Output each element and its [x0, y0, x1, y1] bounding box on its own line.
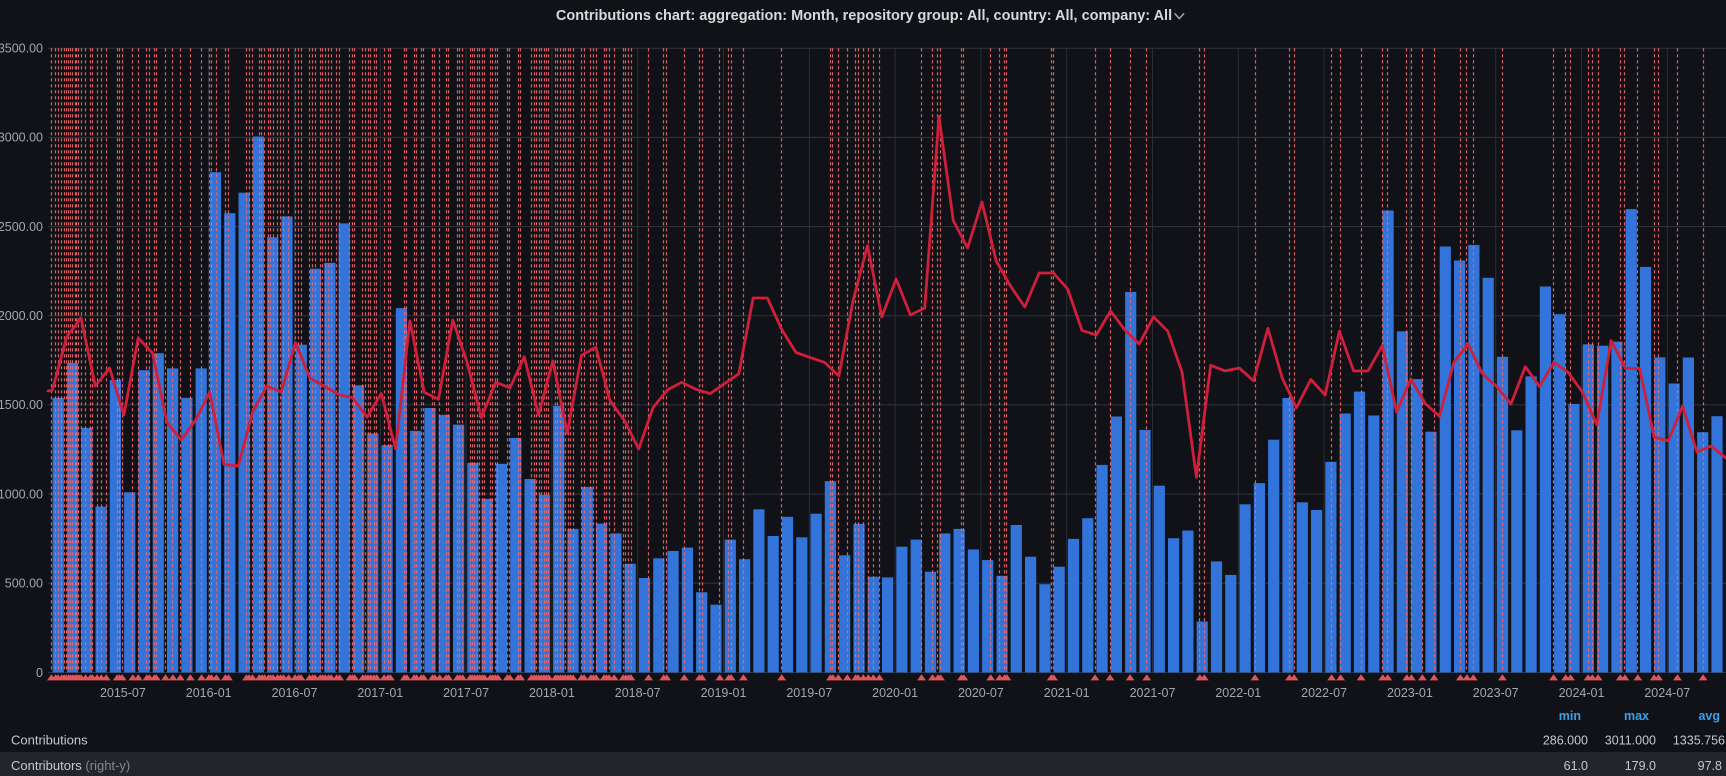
- svg-text:1000.00: 1000.00: [0, 487, 43, 501]
- svg-text:2023-01: 2023-01: [1387, 686, 1433, 700]
- svg-text:2018-07: 2018-07: [615, 686, 661, 700]
- svg-text:max: max: [1624, 709, 1649, 723]
- svg-text:1335.756: 1335.756: [1673, 734, 1725, 748]
- svg-text:2020-07: 2020-07: [958, 686, 1004, 700]
- svg-text:2018-01: 2018-01: [529, 686, 575, 700]
- svg-text:2015-07: 2015-07: [100, 686, 146, 700]
- svg-text:2017-07: 2017-07: [443, 686, 489, 700]
- svg-text:2022-07: 2022-07: [1301, 686, 1347, 700]
- svg-text:2022-01: 2022-01: [1215, 686, 1261, 700]
- svg-text:2500.00: 2500.00: [0, 220, 43, 234]
- svg-text:2016-07: 2016-07: [272, 686, 318, 700]
- svg-text:2021-07: 2021-07: [1130, 686, 1176, 700]
- svg-text:0: 0: [36, 666, 43, 680]
- svg-text:2019-01: 2019-01: [701, 686, 747, 700]
- svg-text:61.0: 61.0: [1564, 759, 1588, 773]
- svg-text:Contributors (right-y): Contributors (right-y): [11, 758, 130, 773]
- svg-text:2024-07: 2024-07: [1644, 686, 1690, 700]
- svg-text:2000.00: 2000.00: [0, 309, 43, 323]
- svg-text:2020-01: 2020-01: [872, 686, 918, 700]
- svg-text:2024-01: 2024-01: [1559, 686, 1605, 700]
- svg-text:500.00: 500.00: [5, 577, 43, 591]
- svg-text:2023-07: 2023-07: [1473, 686, 1519, 700]
- svg-text:2016-01: 2016-01: [186, 686, 232, 700]
- svg-text:3011.000: 3011.000: [1605, 734, 1656, 748]
- svg-text:2017-01: 2017-01: [357, 686, 403, 700]
- svg-text:2019-07: 2019-07: [786, 686, 832, 700]
- svg-text:3000.00: 3000.00: [0, 131, 43, 145]
- svg-text:1500.00: 1500.00: [0, 398, 43, 412]
- svg-text:Contributions chart: aggregati: Contributions chart: aggregation: Month,…: [556, 8, 1172, 24]
- svg-text:286.000: 286.000: [1543, 734, 1588, 748]
- svg-text:min: min: [1559, 709, 1581, 723]
- svg-text:avg: avg: [1698, 709, 1720, 723]
- svg-text:Contributions: Contributions: [11, 733, 88, 748]
- svg-text:179.0: 179.0: [1625, 759, 1656, 773]
- svg-text:2021-01: 2021-01: [1044, 686, 1090, 700]
- svg-text:3500.00: 3500.00: [0, 42, 43, 56]
- svg-text:97.8: 97.8: [1698, 759, 1722, 773]
